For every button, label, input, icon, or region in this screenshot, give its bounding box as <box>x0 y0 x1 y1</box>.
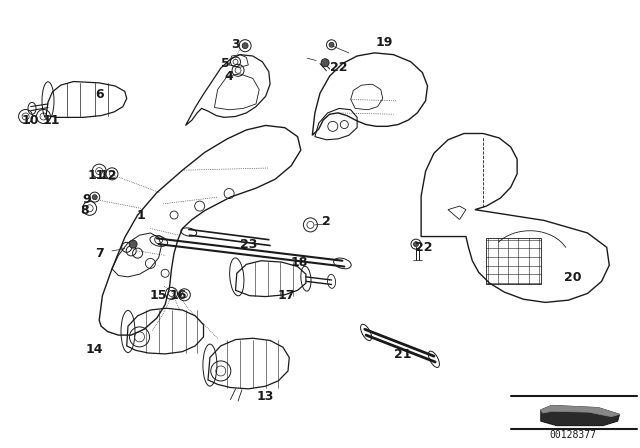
Text: 22: 22 <box>415 241 433 254</box>
Text: 11: 11 <box>42 114 60 128</box>
Text: 3: 3 <box>231 38 240 52</box>
Text: 13: 13 <box>257 390 275 403</box>
Text: 1: 1 <box>136 208 145 222</box>
Text: 16: 16 <box>169 289 187 302</box>
Text: 00128377: 00128377 <box>549 431 596 440</box>
Text: 15: 15 <box>150 289 168 302</box>
Text: 5: 5 <box>221 57 230 70</box>
Text: 2: 2 <box>322 215 331 228</box>
Text: 9: 9 <box>82 193 91 206</box>
Polygon shape <box>541 405 620 417</box>
Text: 4: 4 <box>225 69 234 83</box>
Text: 8: 8 <box>80 204 89 217</box>
Circle shape <box>129 240 137 248</box>
Circle shape <box>92 194 97 200</box>
Text: 7: 7 <box>95 246 104 260</box>
Text: 14: 14 <box>86 343 104 356</box>
Text: 21: 21 <box>394 348 412 362</box>
Polygon shape <box>541 405 620 426</box>
Circle shape <box>413 241 419 247</box>
Text: 23: 23 <box>239 237 257 251</box>
Text: 19: 19 <box>375 36 393 49</box>
Text: 12: 12 <box>100 169 118 182</box>
Text: 20: 20 <box>564 271 582 284</box>
Circle shape <box>242 43 248 49</box>
Text: 6: 6 <box>95 87 104 101</box>
Text: 18: 18 <box>291 255 308 269</box>
Circle shape <box>321 59 329 67</box>
Text: 11: 11 <box>87 169 105 182</box>
Circle shape <box>329 42 334 47</box>
Text: 22: 22 <box>330 60 348 74</box>
Text: 10: 10 <box>22 114 40 128</box>
Text: 17: 17 <box>278 289 296 302</box>
